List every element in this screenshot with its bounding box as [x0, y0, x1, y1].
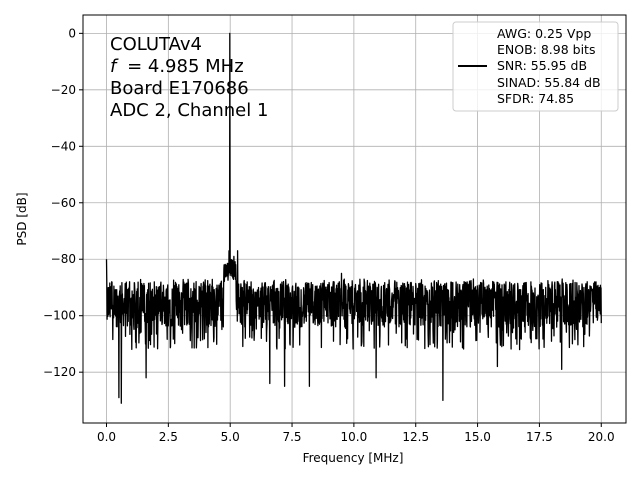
- y-tick-label: −100: [43, 309, 76, 323]
- frequency-value: = 4.985 MHz: [127, 56, 244, 77]
- x-axis-label: Frequency [MHz]: [303, 451, 404, 465]
- annotation-block: COLUTAv4 f = 4.985 MHz Board E170686 ADC…: [110, 34, 268, 121]
- x-tick-label: 15.0: [464, 430, 491, 444]
- legend-entry-awg: AWG: 0.25 Vpp: [497, 26, 591, 41]
- x-tick-label: 7.5: [282, 430, 301, 444]
- annotation-line-4: ADC 2, Channel 1: [110, 100, 268, 121]
- x-tick-label: 12.5: [402, 430, 429, 444]
- legend-entry-enob: ENOB: 8.98 bits: [497, 42, 595, 57]
- legend-entry-sinad: SINAD: 55.84 dB: [497, 75, 601, 90]
- legend: AWG: 0.25 Vpp ENOB: 8.98 bits SNR: 55.95…: [452, 21, 619, 112]
- y-axis-ticks: 0 −20 −40 −60 −80 −100 −120: [43, 26, 83, 379]
- x-tick-label: 20.0: [588, 430, 615, 444]
- annotation-line-1: COLUTAv4: [110, 34, 202, 55]
- y-tick-label: −20: [51, 83, 76, 97]
- y-tick-label: −80: [51, 252, 76, 266]
- legend-entry-snr: SNR: 55.95 dB: [497, 58, 587, 73]
- y-axis-label: PSD [dB]: [15, 192, 29, 245]
- y-tick-label: −60: [51, 196, 76, 210]
- y-tick-label: 0: [68, 26, 76, 40]
- legend-entry-sfdr: SFDR: 74.85: [497, 91, 574, 106]
- x-axis-ticks: 0.0 2.5 5.0 7.5 10.0 12.5 15.0 17.5 20.0: [97, 423, 615, 444]
- plot-area: [105, 32, 602, 404]
- x-tick-label: 5.0: [221, 430, 240, 444]
- x-tick-label: 17.5: [526, 430, 553, 444]
- x-tick-label: 0.0: [97, 430, 116, 444]
- y-tick-label: −120: [43, 365, 76, 379]
- y-tick-label: −40: [51, 139, 76, 153]
- psd-series-line: [105, 32, 602, 404]
- x-tick-label: 10.0: [341, 430, 368, 444]
- frequency-symbol: f: [110, 56, 119, 77]
- annotation-line-2: f = 4.985 MHz: [110, 56, 244, 77]
- grid-lines: [83, 15, 626, 423]
- annotation-line-3: Board E170686: [110, 78, 249, 99]
- legend-box: [452, 21, 619, 112]
- axes-frame: [82, 14, 627, 424]
- x-tick-label: 2.5: [159, 430, 178, 444]
